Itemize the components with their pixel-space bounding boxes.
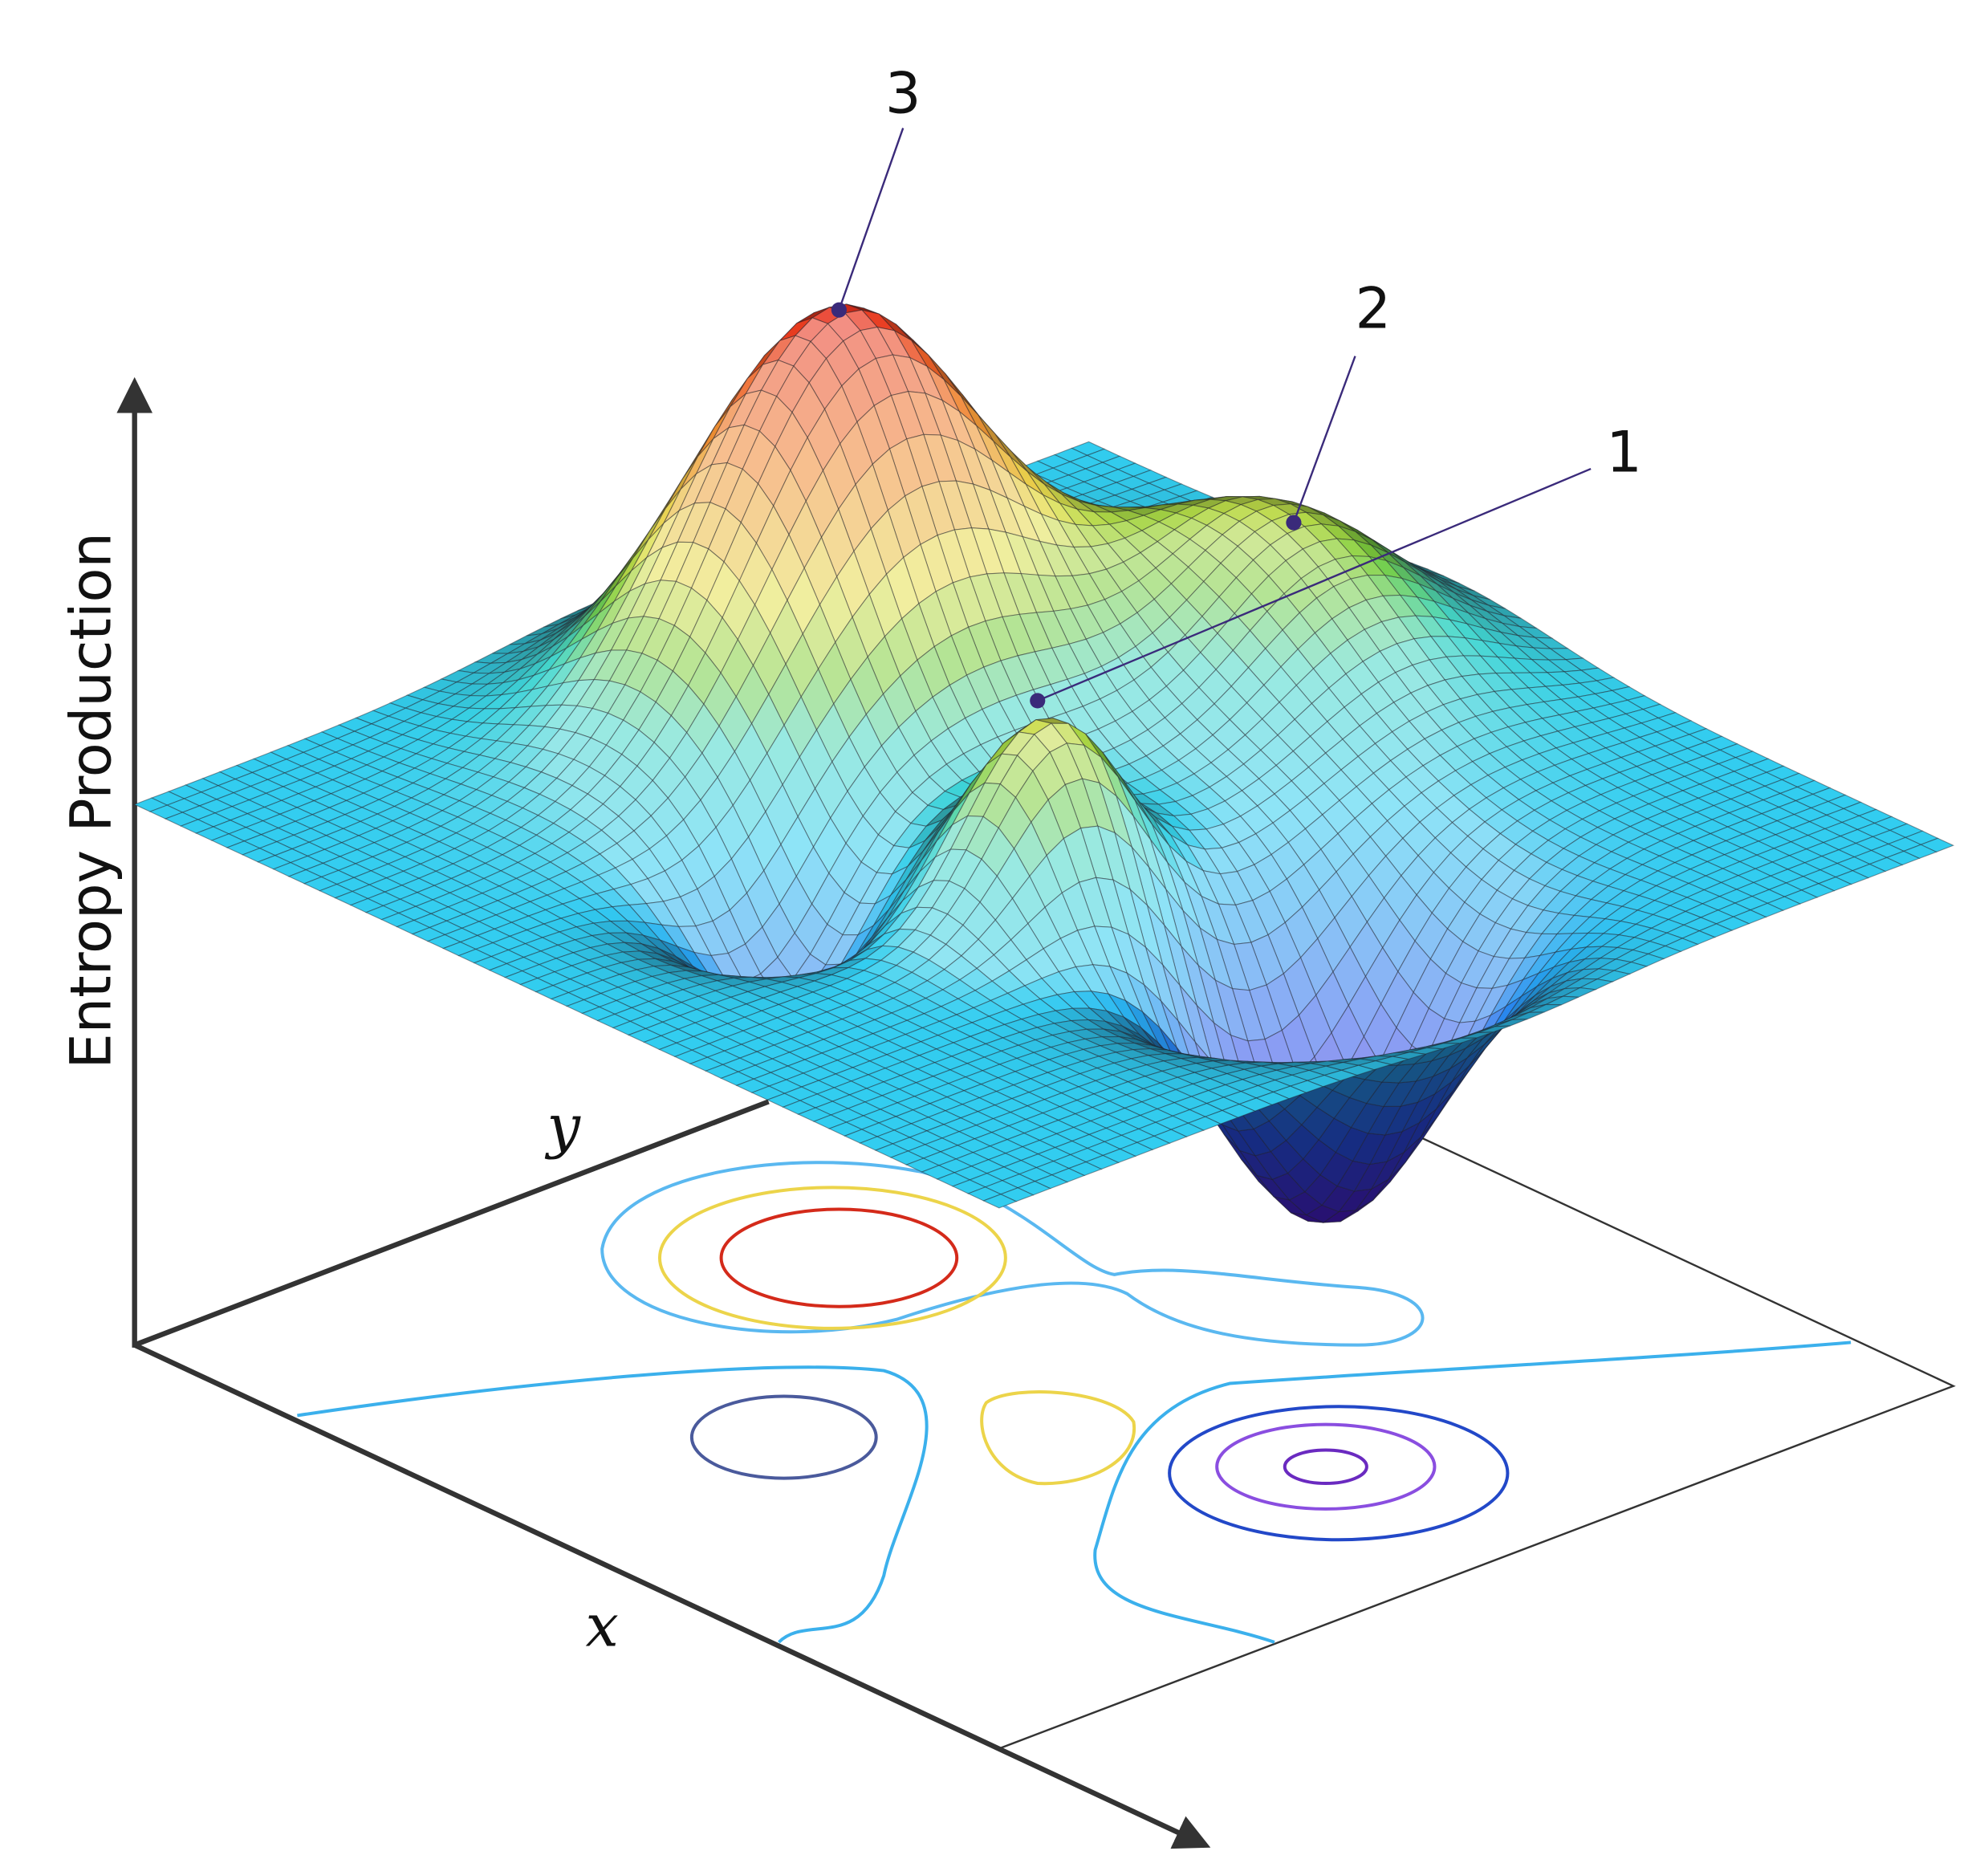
contour [1283, 1448, 1368, 1485]
contour [1215, 1422, 1437, 1511]
contour [719, 1207, 959, 1308]
contour [980, 1390, 1136, 1486]
leader-line [1292, 356, 1356, 523]
contour [1168, 1405, 1510, 1542]
surface-patch [1629, 953, 1665, 967]
annotation: 1 [1606, 419, 1642, 485]
peak-marker [1030, 693, 1046, 709]
surface-patch [1596, 970, 1632, 982]
base-plane [116, 376, 1956, 1849]
contour [600, 1161, 1425, 1347]
x-axis [133, 1342, 1211, 1849]
surface-patch [1612, 962, 1649, 975]
peak-marker [1286, 515, 1302, 531]
surface-patch [1868, 856, 1904, 873]
contour [689, 1394, 878, 1480]
annotation: 3 [885, 60, 921, 126]
z-axis-label: Entropy Production [58, 532, 124, 1069]
surface-patch [1817, 877, 1852, 892]
contours [297, 1161, 1852, 1644]
surface-patch [1885, 850, 1921, 866]
contour [1093, 1340, 1852, 1644]
surface [133, 303, 1955, 1223]
peak-marker [831, 302, 847, 318]
annotation: 2 [1356, 276, 1392, 342]
y-axis-label: y [545, 1092, 582, 1161]
surface-patch [1715, 916, 1750, 931]
surface-patch [1697, 923, 1734, 938]
contour [657, 1186, 1007, 1330]
leader-line [838, 128, 905, 311]
contour [297, 1365, 929, 1644]
y-axis [133, 1099, 770, 1348]
surface-patch [1664, 938, 1699, 952]
x-axis-label: x [585, 1593, 618, 1661]
